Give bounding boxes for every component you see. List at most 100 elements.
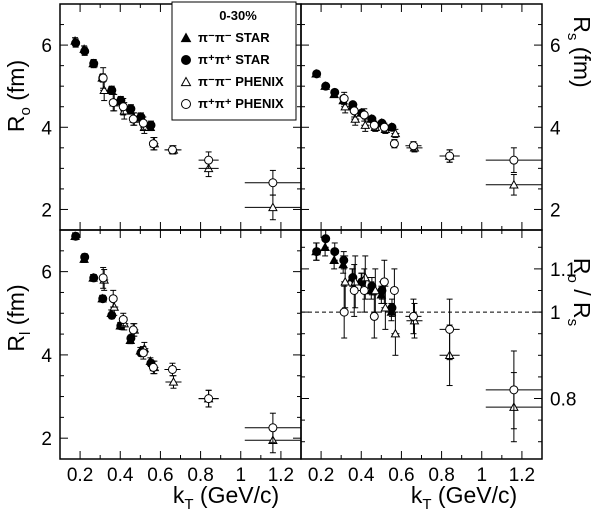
x-tick-label: 1.2 [268, 465, 294, 486]
data-point [509, 385, 519, 395]
data-point [204, 394, 214, 404]
label-main: R [569, 16, 595, 33]
label-unit: / R [569, 283, 595, 319]
label-sub: T [422, 496, 431, 513]
y-tick-label: 6 [41, 263, 52, 284]
data-point [118, 102, 128, 112]
ylabel-Rl: Rl (fm) [3, 284, 34, 351]
panel-frame [300, 229, 543, 460]
x-tick-label: 1 [235, 465, 246, 486]
data-point [89, 59, 99, 69]
data-point [204, 155, 214, 165]
data-point [380, 302, 391, 312]
data-point [89, 273, 99, 283]
ylabel-ratio: Ro / Rs [564, 258, 595, 326]
data-point [445, 324, 455, 334]
panel-frame [59, 229, 302, 460]
xlabel-right: kT (GeV/c) [411, 482, 517, 513]
data-point [128, 325, 138, 335]
legend-title: 0-30% [219, 8, 257, 23]
data-point [509, 179, 519, 189]
label-main: k [173, 482, 185, 508]
data-point [128, 114, 138, 124]
label-sub: l [17, 332, 34, 335]
data-point [330, 87, 340, 97]
data-point [118, 315, 128, 325]
data-point [369, 120, 379, 130]
legend-entry: π⁻π⁻ STAR [198, 30, 270, 45]
data-point [71, 231, 81, 241]
data-point [108, 294, 118, 304]
data-point [98, 273, 108, 283]
data-point [148, 362, 158, 372]
data-point [349, 285, 359, 295]
y-tick-label: 2 [550, 200, 561, 221]
data-point [98, 294, 108, 304]
ylabel-Rs: Rs (fm) [564, 16, 595, 87]
data-point [167, 364, 177, 374]
label-unit: (fm) [3, 284, 29, 331]
x-tick-label: 1.2 [509, 465, 535, 486]
legend-entry: π⁺π⁺ STAR [198, 52, 270, 67]
x-tick-label: 0.6 [147, 465, 173, 486]
legend: 0-30% π⁻π⁻ STAR π⁺π⁺ STAR π⁻π⁻ PHENIX π⁺π⁺ P… [171, 1, 297, 121]
data-point [99, 85, 110, 94]
legend-entry: π⁻π⁻ PHENIX [198, 74, 284, 89]
data-point [350, 114, 361, 123]
data-point [390, 128, 401, 138]
data-point [181, 55, 191, 65]
x-tick-label: 1 [476, 465, 487, 486]
data-point [340, 276, 351, 286]
data-point [379, 122, 389, 132]
ylabel-Ro: Ro (fm) [3, 60, 34, 132]
data-point [340, 101, 351, 111]
x-tick-label: 0.4 [107, 465, 134, 486]
series-open-circle [98, 67, 301, 196]
data-point [330, 247, 340, 257]
label-sub: T [184, 496, 193, 513]
series-open-circle [339, 259, 542, 430]
x-tick-label: 0.6 [388, 465, 414, 486]
data-point [71, 38, 81, 48]
data-point [268, 423, 278, 433]
data-point [167, 145, 177, 155]
label-unit: (GeV/c) [432, 482, 518, 508]
data-point [408, 311, 418, 321]
label-main: R [569, 258, 595, 275]
data-point [107, 85, 117, 95]
label-main: R [3, 115, 29, 132]
legend-box [171, 1, 297, 121]
data-point [108, 98, 118, 108]
label-sub: s [564, 319, 581, 327]
data-point [359, 285, 369, 295]
series-open-circle [339, 91, 542, 173]
data-point [98, 73, 108, 83]
y-tick-label: 4 [550, 118, 561, 139]
data-point [360, 120, 371, 129]
label-unit: (fm) [3, 60, 29, 107]
data-point [339, 94, 349, 104]
data-point [146, 120, 156, 130]
y-tick-label: 0.8 [550, 390, 576, 411]
y-tick-label: 1.1 [550, 260, 576, 281]
data-point [339, 307, 349, 317]
panel-top-left: 2 4 6 [41, 3, 302, 231]
label-sub: o [17, 107, 34, 115]
data-point [321, 81, 331, 91]
series-filled-circle [71, 38, 156, 130]
data-point [168, 376, 179, 386]
data-point [339, 255, 349, 265]
data-point [360, 272, 371, 282]
data-point [312, 69, 322, 79]
data-point [312, 247, 322, 257]
label-sub: o [564, 275, 581, 283]
data-point [180, 76, 192, 87]
y-tick-label: 4 [41, 118, 52, 139]
label-unit: (GeV/c) [194, 482, 280, 508]
panel-bottom-right: 0.8 1 1.1 0.2 0.4 0.6 0.8 1 1.2 [300, 229, 576, 486]
y-tick-label: 2 [41, 429, 52, 450]
panel-top-right: 2 4 6 [300, 3, 561, 231]
label-sub: s [564, 33, 581, 41]
